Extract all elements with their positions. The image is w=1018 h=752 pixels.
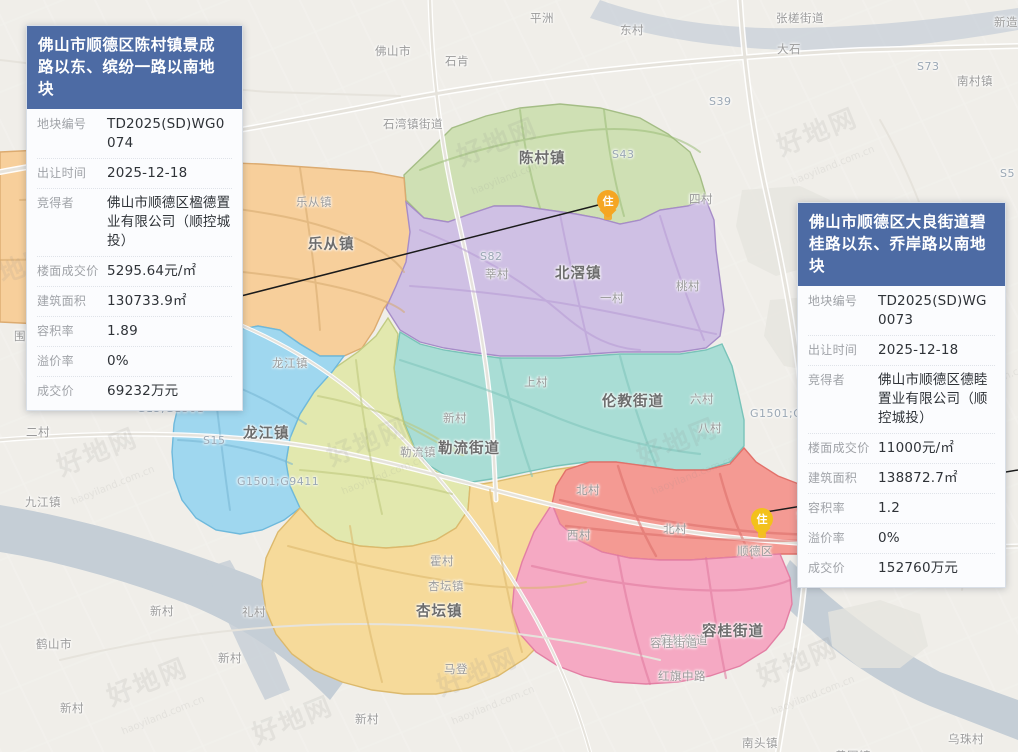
panel-row: 建筑面积 130733.9㎡: [37, 287, 232, 317]
row-value: 佛山市顺德区楹德置业有限公司（顺控城投）: [107, 195, 231, 249]
row-value: 1.2: [878, 500, 901, 516]
row-label: 地块编号: [808, 294, 858, 308]
panel-row: 地块编号 TD2025(SD)WG0073: [808, 287, 995, 336]
region-lunjiao: [393, 330, 745, 483]
row-label: 成交价: [808, 561, 845, 575]
row-value: 0%: [107, 353, 129, 369]
row-label: 容积率: [37, 324, 74, 338]
row-value: TD2025(SD)WG0073: [878, 293, 987, 328]
panel-row: 成交价 69232万元: [37, 377, 232, 406]
row-value: 0%: [878, 530, 900, 546]
row-label: 地块编号: [37, 117, 87, 131]
panel-table: 地块编号 TD2025(SD)WG0074 出让时间 2025-12-18 竞得者 佛山市…: [27, 109, 242, 410]
panel-row: 竞得者 佛山市顺德区德睦置业有限公司（顺控城投）: [808, 366, 995, 434]
row-value: 138872.7㎡: [878, 470, 958, 486]
row-value: 5295.64元/㎡: [107, 263, 197, 279]
panel-row: 容积率 1.2: [808, 494, 995, 524]
panel-table: 地块编号 TD2025(SD)WG0073 出让时间 2025-12-18 竞得者 佛山市…: [798, 286, 1005, 587]
panel-row: 出让时间 2025-12-18: [808, 336, 995, 366]
panel-row: 楼面成交价 11000元/㎡: [808, 434, 995, 464]
row-label: 溢价率: [808, 531, 845, 545]
row-label: 出让时间: [808, 343, 858, 357]
panel-row: 成交价 152760万元: [808, 554, 995, 583]
row-value: 2025-12-18: [878, 342, 959, 358]
row-label: 楼面成交价: [808, 441, 870, 455]
row-value: 佛山市顺德区德睦置业有限公司（顺控城投）: [878, 372, 988, 426]
row-label: 建筑面积: [808, 471, 858, 485]
panel-row: 建筑面积 138872.7㎡: [808, 464, 995, 494]
row-label: 溢价率: [37, 354, 74, 368]
panel-title: 佛山市顺德区陈村镇景成路以东、缤纷一路以南地块: [27, 26, 242, 109]
panel-row: 楼面成交价 5295.64元/㎡: [37, 257, 232, 287]
row-value: 152760万元: [878, 560, 959, 576]
panel-title: 佛山市顺德区大良街道碧桂路以东、乔岸路以南地块: [798, 203, 1005, 286]
panel-row: 溢价率 0%: [37, 347, 232, 377]
row-label: 竞得者: [37, 196, 74, 210]
panel-row: 出让时间 2025-12-18: [37, 159, 232, 189]
region-beijiao: [385, 199, 725, 357]
panel-row: 竞得者 佛山市顺德区楹德置业有限公司（顺控城投）: [37, 189, 232, 257]
panel-row: 地块编号 TD2025(SD)WG0074: [37, 110, 232, 159]
row-value: 2025-12-18: [107, 165, 188, 181]
row-label: 建筑面积: [37, 294, 87, 308]
row-label: 竞得者: [808, 373, 845, 387]
parcel-info-panel-right[interactable]: 佛山市顺德区大良街道碧桂路以东、乔岸路以南地块 地块编号 TD2025(SD)WG…: [797, 202, 1006, 588]
row-value: TD2025(SD)WG0074: [107, 116, 225, 151]
region-ronggui: [511, 502, 793, 685]
parcel-info-panel-left[interactable]: 佛山市顺德区陈村镇景成路以东、缤纷一路以南地块 地块编号 TD2025(SD)WG…: [26, 25, 243, 411]
row-value: 1.89: [107, 323, 138, 339]
row-value: 69232万元: [107, 383, 179, 399]
row-value: 11000元/㎡: [878, 440, 955, 456]
row-value: 130733.9㎡: [107, 293, 187, 309]
row-label: 楼面成交价: [37, 264, 99, 278]
row-label: 容积率: [808, 501, 845, 515]
row-label: 出让时间: [37, 166, 87, 180]
panel-row: 溢价率 0%: [808, 524, 995, 554]
row-label: 成交价: [37, 384, 74, 398]
panel-row: 容积率 1.89: [37, 317, 232, 347]
